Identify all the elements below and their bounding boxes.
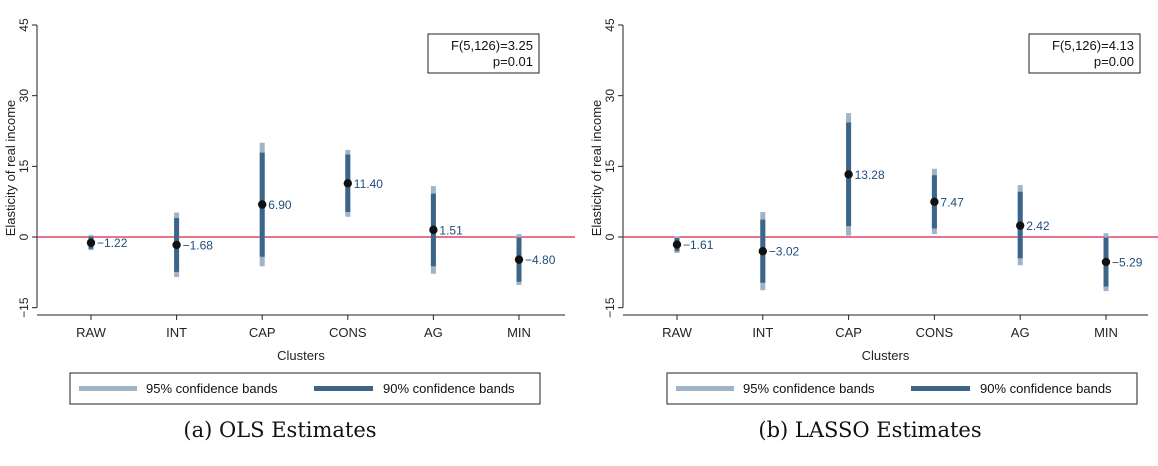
x-axis-title: Clusters — [277, 348, 325, 363]
legend-box — [69, 372, 541, 405]
x-tick-label: AG — [424, 325, 443, 340]
estimate-point — [429, 225, 438, 235]
estimate-point — [844, 170, 853, 179]
estimate-point — [514, 255, 524, 264]
estimate-point — [758, 247, 767, 256]
estimate-label: 7.47 — [940, 195, 964, 209]
f-statistic-label: F(5,126)=3.25 — [451, 38, 533, 53]
x-tick-label: MIN — [507, 325, 531, 340]
estimate-label: −5.29 — [1112, 255, 1143, 269]
estimate-label: 11.40 — [354, 177, 383, 191]
y-axis-title: Elasticity of real income — [589, 100, 604, 237]
estimate-label: 13.28 — [855, 168, 885, 182]
x-tick-label: CONS — [329, 325, 367, 340]
estimate-point — [258, 200, 267, 209]
x-tick-label: RAW — [76, 325, 107, 340]
estimate-label: −3.02 — [769, 245, 800, 259]
estimate-point — [930, 197, 939, 207]
x-tick-label: RAW — [662, 325, 693, 340]
legend-box — [666, 372, 1138, 405]
estimate-label: −1.22 — [97, 236, 128, 250]
x-tick-label: INT — [752, 325, 773, 340]
stat-box — [1028, 33, 1141, 74]
y-tick-label: 0 — [17, 233, 31, 240]
estimate-label: −4.80 — [525, 253, 556, 267]
estimate-point — [86, 238, 96, 247]
legend: 95% confidence bands 90% confidence bands — [69, 372, 541, 405]
x-tick-label: INT — [166, 325, 187, 340]
p-value-label: p=0.00 — [1094, 54, 1134, 69]
estimate-label: −1.68 — [183, 238, 214, 252]
estimate-point — [1101, 257, 1111, 267]
y-tick-label: 30 — [603, 89, 617, 103]
panel-a-chart: −15 0 15 30 45 Elasticity of real income RAW IN… — [3, 18, 575, 405]
x-tick-label: AG — [1011, 325, 1030, 340]
legend-label-90: 90% confidence bands — [980, 381, 1112, 396]
estimate-point — [343, 179, 352, 188]
estimate-label: 6.90 — [268, 198, 292, 212]
legend: 95% confidence bands 90% confidence bands — [666, 372, 1138, 405]
x-tick-label: MIN — [1094, 325, 1118, 340]
stat-box — [427, 33, 540, 74]
y-tick-label: 15 — [603, 159, 617, 173]
y-axis-title: Elasticity of real income — [3, 100, 18, 237]
y-tick-label: 0 — [603, 233, 617, 240]
y-tick-label: 30 — [17, 89, 31, 103]
estimate-point — [172, 240, 181, 250]
legend-label-95: 95% confidence bands — [146, 381, 278, 396]
legend-label-90: 90% confidence bands — [383, 381, 515, 396]
x-tick-label: CAP — [835, 325, 862, 340]
y-tick-label: 15 — [17, 159, 31, 173]
estimate-point — [672, 240, 682, 249]
y-tick-label: −15 — [17, 297, 31, 318]
f-statistic-label: F(5,126)=4.13 — [1052, 38, 1134, 53]
y-tick-label: −15 — [603, 297, 617, 318]
estimate-label: −1.61 — [683, 238, 714, 252]
legend-label-95: 95% confidence bands — [743, 381, 875, 396]
panel-b-caption: (b) LASSO Estimates — [758, 418, 982, 442]
y-tick-label: 45 — [603, 18, 617, 32]
estimate-label: 2.42 — [1026, 219, 1050, 233]
x-tick-label: CONS — [916, 325, 954, 340]
x-tick-label: CAP — [249, 325, 276, 340]
estimate-point — [1016, 221, 1025, 230]
y-tick-label: 45 — [17, 18, 31, 32]
p-value-label: p=0.01 — [493, 54, 533, 69]
panel-b-chart: −15 0 15 30 45 Elasticity of real income RAW IN… — [589, 18, 1158, 405]
x-axis-title: Clusters — [862, 348, 910, 363]
estimate-label: 1.51 — [439, 223, 463, 237]
panel-a-caption: (a) OLS Estimates — [183, 418, 377, 442]
